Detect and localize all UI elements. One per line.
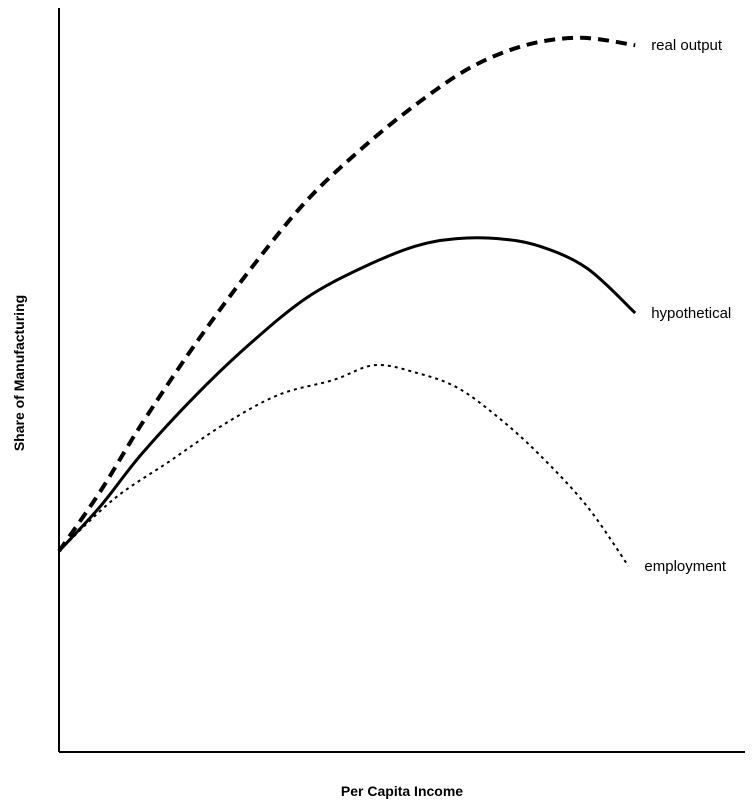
series-line-employment xyxy=(58,363,630,567)
axes xyxy=(58,8,745,753)
series-layer xyxy=(57,35,637,567)
series-line-hypothetical xyxy=(57,236,637,553)
series-label-hypothetical: hypothetical xyxy=(651,305,731,322)
x-axis-title: Per Capita Income xyxy=(341,783,463,799)
series-label-real-output: real output xyxy=(651,37,723,54)
series-line-real-output xyxy=(57,35,636,553)
series-labels: real output hypothetical employment xyxy=(644,37,731,575)
y-axis-title: Share of Manufacturing xyxy=(11,295,27,451)
series-label-employment: employment xyxy=(644,558,727,575)
